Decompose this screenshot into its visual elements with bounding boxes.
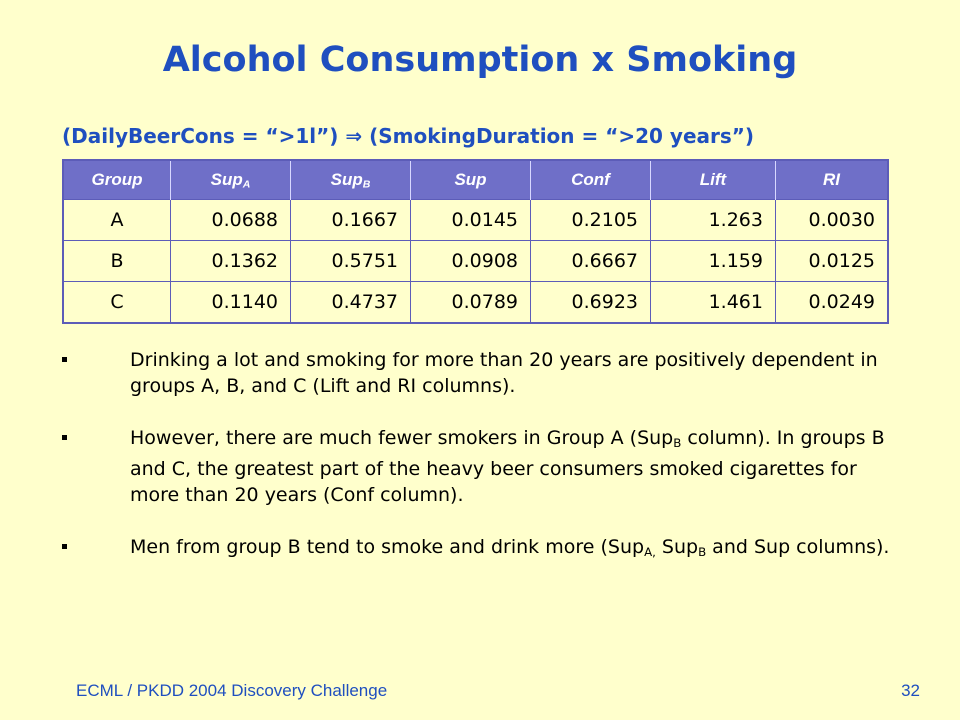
bullet-subscript: B bbox=[698, 544, 707, 559]
cell-conf: 0.6923 bbox=[530, 281, 651, 324]
bullet-text-part: However, there are much fewer smokers in… bbox=[130, 427, 674, 449]
cell-sup-a: 0.1362 bbox=[170, 240, 291, 282]
header-sup-b: SupB bbox=[290, 160, 411, 200]
header-group-label: Group bbox=[91, 170, 143, 189]
header-sup-a-label: Sup bbox=[210, 169, 243, 189]
cell-lift: 1.461 bbox=[650, 281, 776, 324]
cell-sup-a: 0.0688 bbox=[170, 199, 291, 241]
cell-sup: 0.0789 bbox=[410, 281, 531, 324]
header-ri: RI bbox=[775, 160, 888, 200]
cell-sup-b: 0.1667 bbox=[290, 199, 411, 241]
header-sup-a-subscript: A bbox=[242, 178, 251, 191]
bullet-item: Drinking a lot and smoking for more than… bbox=[62, 347, 902, 399]
square-bullet-icon bbox=[62, 543, 67, 549]
bullet-list: Drinking a lot and smoking for more than… bbox=[62, 347, 902, 591]
bullet-text: However, there are much fewer smokers in… bbox=[130, 427, 885, 506]
header-conf-label: Conf bbox=[571, 170, 610, 189]
cell-sup: 0.0908 bbox=[410, 240, 531, 282]
association-rule: (DailyBeerCons = “>1l”) ⇒ (SmokingDurati… bbox=[62, 124, 755, 148]
cell-sup: 0.0145 bbox=[410, 199, 531, 241]
cell-group: B bbox=[62, 240, 171, 282]
header-sup-b-subscript: B bbox=[362, 178, 371, 191]
cell-group: C bbox=[62, 281, 171, 324]
cell-lift: 1.159 bbox=[650, 240, 776, 282]
header-conf: Conf bbox=[530, 160, 651, 200]
bullet-subscript: B bbox=[673, 435, 682, 450]
table-row: A 0.0688 0.1667 0.0145 0.2105 1.263 0.00… bbox=[62, 199, 889, 241]
bullet-text: Drinking a lot and smoking for more than… bbox=[130, 349, 878, 397]
bullet-subscript: A, bbox=[644, 544, 656, 559]
bullet-text-part: Sup bbox=[655, 535, 699, 558]
bullet-text-part: Men from group B tend to smoke and drink… bbox=[130, 535, 645, 558]
cell-group: A bbox=[62, 199, 171, 241]
cell-conf: 0.6667 bbox=[530, 240, 651, 282]
statistics-table: Group SupA SupB Sup Conf Lift RI A 0.068… bbox=[62, 159, 889, 324]
bullet-item: Men from group B tend to smoke and drink… bbox=[62, 534, 902, 565]
bullet-text-part: column). In groups B and C, the greatest… bbox=[130, 427, 885, 506]
bullet-text: Men from group B tend to smoke and drink… bbox=[130, 535, 890, 559]
header-lift: Lift bbox=[650, 160, 776, 200]
footer-conference: ECML / PKDD 2004 Discovery Challenge bbox=[76, 681, 388, 700]
header-sup: Sup bbox=[410, 160, 531, 200]
cell-sup-a: 0.1140 bbox=[170, 281, 291, 324]
slide-title: Alcohol Consumption x Smoking bbox=[162, 40, 798, 80]
header-sup-label: Sup bbox=[454, 170, 487, 189]
header-lift-label: Lift bbox=[699, 170, 727, 189]
footer-page-number: 32 bbox=[901, 681, 920, 700]
table-row: C 0.1140 0.4737 0.0789 0.6923 1.461 0.02… bbox=[62, 281, 889, 324]
cell-ri: 0.0125 bbox=[775, 240, 889, 282]
bullet-text-part: and Sup columns). bbox=[706, 535, 890, 558]
header-ri-label: RI bbox=[823, 170, 840, 189]
bullet-item: However, there are much fewer smokers in… bbox=[62, 425, 902, 508]
cell-sup-b: 0.4737 bbox=[290, 281, 411, 324]
square-bullet-icon bbox=[62, 435, 67, 440]
table-header-row: Group SupA SupB Sup Conf Lift RI bbox=[63, 160, 888, 200]
header-group: Group bbox=[63, 160, 171, 200]
square-bullet-icon bbox=[62, 357, 67, 362]
cell-sup-b: 0.5751 bbox=[290, 240, 411, 282]
cell-lift: 1.263 bbox=[650, 199, 776, 241]
header-sup-b-label: Sup bbox=[330, 169, 363, 189]
cell-ri: 0.0030 bbox=[775, 199, 889, 241]
cell-conf: 0.2105 bbox=[530, 199, 651, 241]
table-row: B 0.1362 0.5751 0.0908 0.6667 1.159 0.01… bbox=[62, 240, 889, 282]
cell-ri: 0.0249 bbox=[775, 281, 889, 324]
header-sup-a: SupA bbox=[170, 160, 291, 200]
